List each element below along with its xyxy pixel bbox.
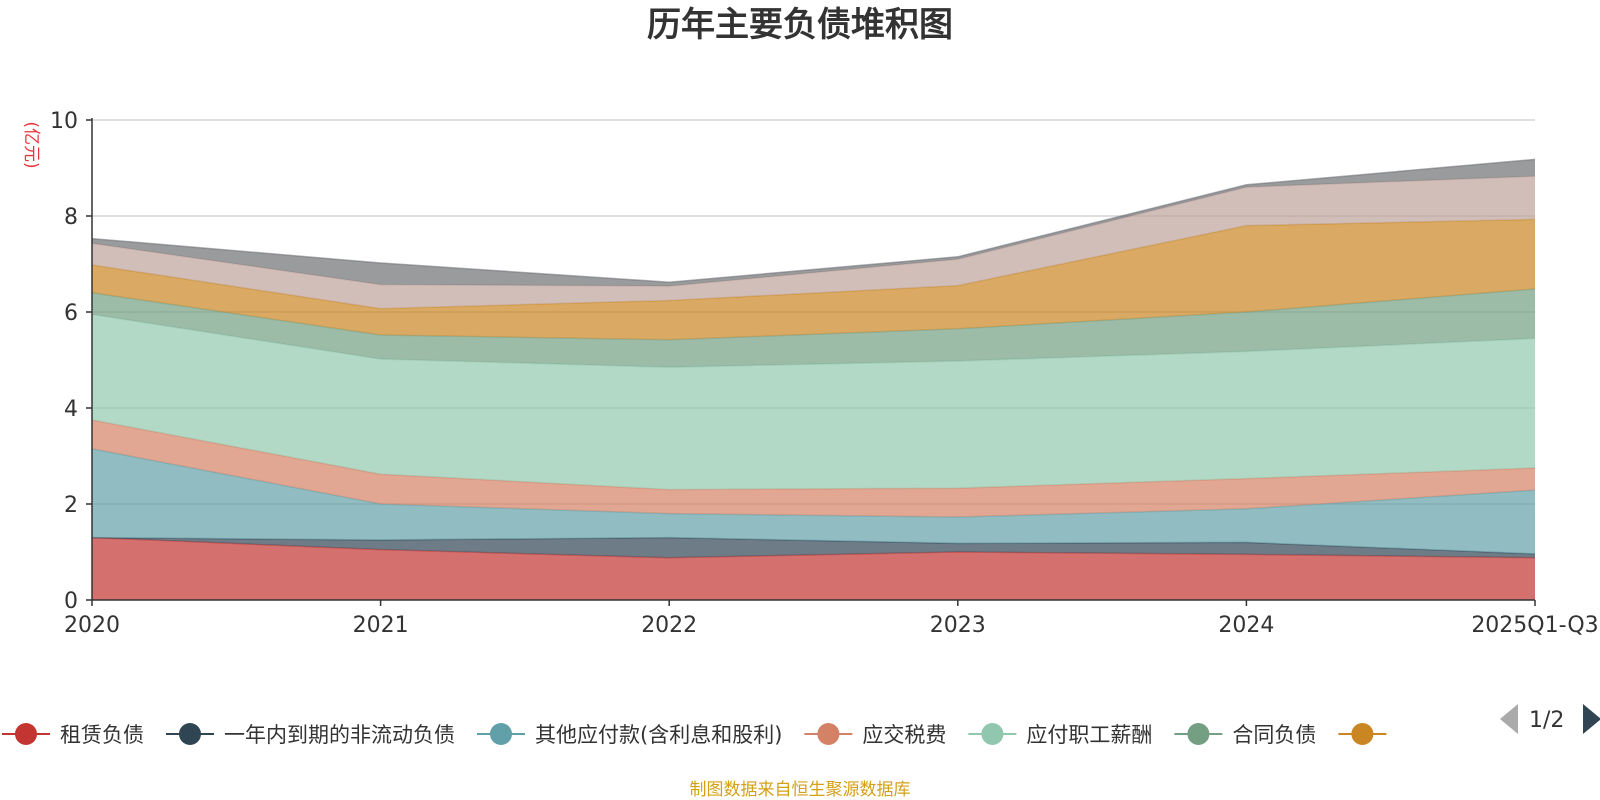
x-tick-label: 2025Q1-Q3 xyxy=(1471,613,1598,638)
area-series-0 xyxy=(92,537,1535,600)
legend-next-page-icon[interactable] xyxy=(1583,704,1600,734)
x-tick-label: 2022 xyxy=(641,613,697,638)
legend-dot-icon xyxy=(179,723,201,745)
area-series-3 xyxy=(92,420,1535,517)
chart-title: 历年主要负债堆积图 xyxy=(647,5,953,45)
legend-label: 合同负债 xyxy=(1232,723,1316,747)
legend-prev-page-icon[interactable] xyxy=(1500,704,1518,734)
y-tick-label: 10 xyxy=(50,109,78,134)
area-series-2 xyxy=(92,448,1535,554)
area-series-7 xyxy=(92,176,1535,309)
area-series-5 xyxy=(92,289,1535,368)
area-series-6 xyxy=(92,219,1535,340)
legend-dot-icon xyxy=(1187,723,1210,745)
legend-label: 应交税费 xyxy=(862,723,946,747)
legend-dot-icon xyxy=(817,723,840,745)
x-tick-label: 2020 xyxy=(64,613,120,638)
legend[interactable]: 租赁负债 一年内到期的非流动负债 其他应付款(含利息和股利) 应交税费 应付职工薪酬 合同… xyxy=(2,723,1387,747)
legend-dot-icon xyxy=(1351,723,1374,745)
area-series-1 xyxy=(92,537,1535,558)
data-source-note: 制图数据来自恒生聚源数据库 xyxy=(690,780,911,800)
axes: 0 2 4 6 8 10 2020 2021 2022 2023 2024 2025Q1-Q3 xyxy=(50,109,1599,638)
area-series-4 xyxy=(92,314,1535,490)
legend-label: 其他应付款(含利息和股利) xyxy=(535,723,782,747)
legend-page-indicator: 1/2 xyxy=(1529,708,1564,733)
y-axis-unit-label: (亿元) xyxy=(21,121,41,168)
legend-pager[interactable]: 1/2 xyxy=(1500,704,1600,734)
legend-item[interactable]: 一年内到期的非流动负债 xyxy=(166,723,455,747)
legend-label: 租赁负债 xyxy=(60,723,144,747)
legend-label: 应付职工薪酬 xyxy=(1026,723,1152,747)
y-tick-label: 8 xyxy=(64,205,78,230)
legend-item[interactable]: 合同负债 xyxy=(1174,723,1316,747)
legend-item[interactable]: 应付职工薪酬 xyxy=(968,723,1152,747)
area-series-line-8 xyxy=(91,158,1536,283)
y-tick-label: 0 xyxy=(64,589,78,614)
x-tick-label: 2024 xyxy=(1218,613,1274,638)
legend-item-partial[interactable] xyxy=(1338,723,1387,745)
y-tick-label: 2 xyxy=(64,493,78,518)
legend-dot-icon xyxy=(490,723,512,745)
legend-label: 一年内到期的非流动负债 xyxy=(224,723,455,747)
x-tick-label: 2021 xyxy=(353,613,409,638)
legend-item[interactable]: 租赁负债 xyxy=(2,723,144,747)
y-tick-label: 6 xyxy=(64,301,78,326)
legend-dot-icon xyxy=(981,723,1004,745)
legend-item[interactable]: 其他应付款(含利息和股利) xyxy=(477,723,782,747)
x-tick-label: 2023 xyxy=(930,613,986,638)
legend-item[interactable]: 应交税费 xyxy=(804,723,946,747)
y-tick-label: 4 xyxy=(64,397,78,422)
legend-dot-icon xyxy=(15,723,37,745)
area-series-group xyxy=(91,158,1536,600)
